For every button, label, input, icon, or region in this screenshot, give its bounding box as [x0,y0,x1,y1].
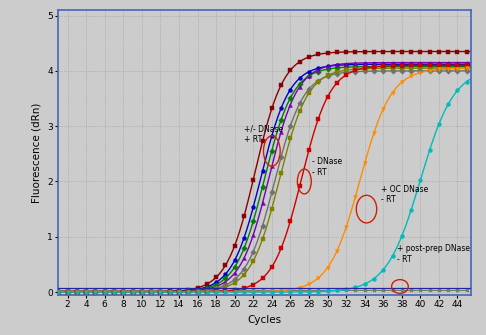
X-axis label: Cycles: Cycles [248,315,282,325]
Y-axis label: Fluorescence (dRn): Fluorescence (dRn) [32,102,41,203]
Text: + post-prep DNase
- RT: + post-prep DNase - RT [397,244,470,264]
Text: +/- DNase
+ RT: +/- DNase + RT [244,124,283,144]
Text: + OC DNase
- RT: + OC DNase - RT [382,185,429,204]
Text: - DNase
- RT: - DNase - RT [312,157,342,177]
